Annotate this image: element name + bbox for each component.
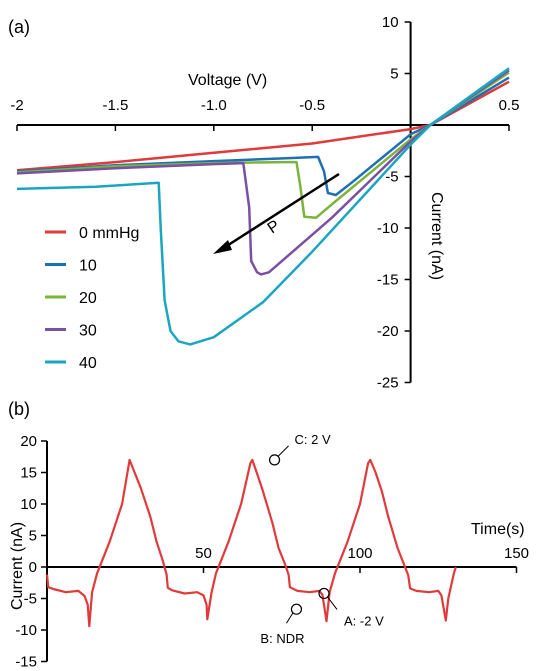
chart-b-y-tick-label: 20	[20, 433, 37, 450]
chart-a-legend-label: 40	[79, 355, 97, 372]
chart-b-y-tick-label: -5	[24, 591, 37, 608]
chart-b-annotation-label: C: 2 V	[295, 432, 331, 447]
chart-a-ylabel: Current (nA)	[428, 192, 445, 280]
chart-b-y-tick-label: -15	[15, 654, 37, 671]
chart-b-y-tick-label: 0	[29, 559, 37, 576]
chart-b-xlabel: Time(s)	[471, 521, 525, 538]
chart-b-annotation-label: B: NDR	[260, 631, 304, 646]
chart-a-y-tick-label: -20	[377, 323, 399, 340]
chart-a-legend-label: 10	[79, 258, 97, 275]
chart-a-legend-label: 30	[79, 323, 97, 340]
chart-b-annotation-marker	[290, 603, 303, 615]
chart-b-x-tick-label: 100	[347, 545, 372, 562]
chart-b-annotation-marker	[318, 587, 330, 600]
chart-b-x-tick-label: 50	[195, 545, 212, 562]
chart-a-y-tick-label: -5	[385, 169, 398, 186]
chart-a-y-tick-label: -25	[377, 375, 399, 392]
chart-b-y-tick-label: -10	[15, 622, 37, 639]
chart-a-x-tick-label: -2	[10, 97, 23, 114]
chart-a-legend-label: 0 mmHg	[79, 225, 139, 242]
chart-b-y-tick-label: 15	[20, 465, 37, 482]
chart-b-x-tick-label: 150	[504, 545, 529, 562]
chart-a-legend-label: 20	[79, 290, 97, 307]
chart-b-annotation-leader	[286, 612, 294, 624]
chart-a: -2 -1.5 -1.0 -0.5 0.5 10 5 -5 -10 -15 -20 -25	[10, 14, 519, 392]
chart-b-annotation-leader	[277, 445, 289, 457]
chart-a-x-tick-label: 0.5	[499, 97, 520, 114]
chart-a-y-tick-label: -10	[377, 220, 399, 237]
chart-b-ylabel: Current (nA)	[9, 522, 26, 610]
chart-a-y-tick-label: 5	[390, 66, 398, 83]
chart-a-x-tick-label: -0.5	[299, 97, 325, 114]
chart-b-series-line	[45, 458, 457, 628]
chart-b-y-tick-label: 10	[20, 496, 37, 513]
chart-a-legend: 0 mmHg 10 20 30 40	[45, 225, 139, 372]
panel-a-label: (a)	[8, 17, 30, 37]
chart-a-series-line	[16, 69, 510, 276]
chart-a-x-tick-label: -1.0	[201, 97, 227, 114]
chart-b-annotation-marker	[268, 454, 281, 466]
chart-a-y-tick-label: -15	[377, 272, 399, 289]
chart-a-xlabel: Voltage (V)	[188, 72, 267, 89]
chart-a-series-line	[16, 76, 510, 197]
chart-a-annotation-p: P	[265, 217, 283, 237]
panel-b-label: (b)	[8, 399, 30, 419]
chart-a-series-line	[16, 67, 510, 346]
chart-b-y-tick-label: 5	[29, 528, 37, 545]
chart-a-y-tick-label: 10	[382, 14, 399, 31]
chart-b-annotation-leader	[327, 596, 338, 610]
chart-a-x-tick-label: -1.5	[102, 97, 128, 114]
chart-b-annotation-label: A: -2 V	[344, 613, 384, 628]
pressure-arrow	[213, 172, 340, 254]
